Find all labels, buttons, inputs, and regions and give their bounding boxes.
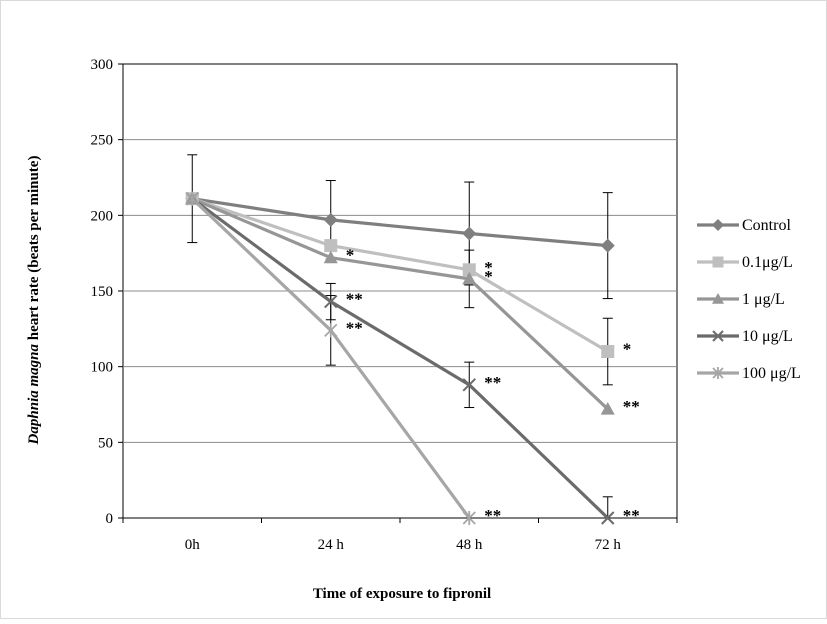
y-axis-label-italic: Daphnia magna xyxy=(26,344,42,446)
significance-label: ** xyxy=(346,318,363,337)
legend-item: 10 μg/L xyxy=(697,328,793,345)
marker-triangle xyxy=(323,250,338,264)
x-tick-label: 0h xyxy=(185,537,201,553)
x-stroke xyxy=(712,330,724,342)
series-line-2 xyxy=(191,197,609,411)
x-axis-ticks: 0h 24 h 48 h 72 h xyxy=(122,518,678,553)
legend-marker xyxy=(712,219,724,231)
marker-diamond xyxy=(600,238,615,253)
legend-marker xyxy=(712,256,724,268)
y-tick-label: 50 xyxy=(98,435,113,451)
y-tick-label: 150 xyxy=(91,284,114,300)
x-tick-label: 24 h xyxy=(318,537,345,553)
significance-label: * xyxy=(623,340,632,359)
y-tick-label: 0 xyxy=(106,511,114,527)
y-axis-label-rest: heart rate (beats per minute) xyxy=(26,156,42,344)
marker-diamond xyxy=(323,212,338,227)
y-tick-label: 100 xyxy=(91,360,114,376)
legend-label: 10 μg/L xyxy=(742,328,793,345)
marker-triangle xyxy=(600,402,615,415)
legend-marker xyxy=(712,367,724,379)
marker-diamond xyxy=(462,226,477,241)
marker-asterisk xyxy=(185,191,199,206)
legend-marker xyxy=(712,330,724,342)
significance-label: * xyxy=(484,258,493,277)
x-stroke xyxy=(324,294,338,309)
significance-label: ** xyxy=(623,506,640,525)
legend: Control 0.1μg/L 1 μg/L 10 μg/L 100 μg/L xyxy=(697,217,801,382)
x-tick-label: 48 h xyxy=(456,537,483,553)
marker-square xyxy=(324,239,338,253)
series-line-1 xyxy=(191,197,609,353)
series-line-3 xyxy=(191,197,609,520)
legend-marker xyxy=(712,293,724,304)
marker-square xyxy=(601,345,615,359)
significance-label: * xyxy=(484,267,493,286)
legend-item: 100 μg/L xyxy=(697,365,801,382)
marker-square xyxy=(462,263,476,277)
significance-labels: **************** xyxy=(346,246,640,525)
y-tick-label: 250 xyxy=(91,133,114,149)
y-axis-ticks: 0 50 100 150 200 250 300 xyxy=(91,57,123,527)
significance-label: ** xyxy=(623,397,640,416)
significance-label: ** xyxy=(346,290,363,309)
significance-label: * xyxy=(346,246,355,265)
x-stroke xyxy=(462,378,476,392)
legend-label: 100 μg/L xyxy=(742,365,801,382)
legend-item: 0.1μg/L xyxy=(697,254,793,271)
x-stroke xyxy=(601,511,615,525)
marker-asterisk xyxy=(324,323,338,338)
x-axis-label: Time of exposure to fipronil xyxy=(313,586,491,602)
significance-label: ** xyxy=(484,506,501,525)
marker-triangle xyxy=(462,271,477,285)
y-tick-label: 200 xyxy=(91,208,114,224)
marker-x xyxy=(324,294,338,309)
significance-label: ** xyxy=(484,373,501,392)
legend-label: 1 μg/L xyxy=(742,291,785,308)
series-markers xyxy=(185,191,615,525)
x-tick-label: 72 h xyxy=(595,537,622,553)
series-line-0 xyxy=(192,197,608,248)
legend-label: 0.1μg/L xyxy=(742,254,793,271)
marker-x xyxy=(462,378,476,392)
legend-label: Control xyxy=(742,217,791,234)
y-tick-label: 300 xyxy=(91,57,114,73)
legend-item: Control xyxy=(697,217,791,234)
marker-x xyxy=(601,511,615,525)
marker-asterisk xyxy=(462,511,476,525)
y-axis-label: Daphnia magna heart rate (beats per minu… xyxy=(26,156,42,446)
legend-item: 1 μg/L xyxy=(697,291,785,308)
